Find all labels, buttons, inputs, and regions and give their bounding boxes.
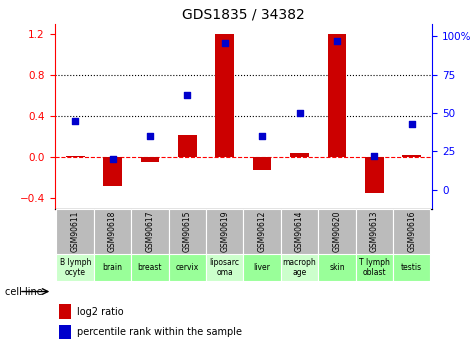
Bar <box>141 157 159 161</box>
Bar <box>206 209 243 254</box>
Bar <box>365 157 384 193</box>
Text: GSM90612: GSM90612 <box>257 210 266 252</box>
Title: GDS1835 / 34382: GDS1835 / 34382 <box>182 8 305 22</box>
Point <box>370 153 378 159</box>
Point <box>109 156 116 162</box>
Point <box>408 121 416 127</box>
Bar <box>393 254 430 281</box>
Bar <box>59 304 71 319</box>
Text: GSM90619: GSM90619 <box>220 210 229 252</box>
Bar <box>253 157 272 170</box>
Text: GSM90613: GSM90613 <box>370 210 379 252</box>
Bar <box>59 325 71 339</box>
Bar <box>103 157 122 186</box>
Text: GSM90617: GSM90617 <box>145 210 154 252</box>
Bar <box>393 209 430 254</box>
Text: T lymph
oblast: T lymph oblast <box>359 258 390 277</box>
Bar <box>57 254 94 281</box>
Bar <box>356 209 393 254</box>
Bar <box>281 209 318 254</box>
Point <box>296 110 304 116</box>
Bar <box>290 153 309 157</box>
Bar <box>169 209 206 254</box>
Point <box>71 118 79 124</box>
Text: breast: breast <box>138 263 162 272</box>
Bar <box>206 254 243 281</box>
Bar <box>243 209 281 254</box>
Text: percentile rank within the sample: percentile rank within the sample <box>77 327 242 337</box>
Text: skin: skin <box>329 263 345 272</box>
Point <box>183 92 191 97</box>
Text: liver: liver <box>254 263 271 272</box>
Bar <box>169 254 206 281</box>
Text: cell line: cell line <box>5 287 42 296</box>
Bar <box>94 254 131 281</box>
Text: GSM90614: GSM90614 <box>295 210 304 252</box>
Text: macroph
age: macroph age <box>283 258 316 277</box>
Text: GSM90620: GSM90620 <box>332 210 342 252</box>
Bar <box>131 254 169 281</box>
Point <box>333 38 341 44</box>
Text: GSM90615: GSM90615 <box>183 210 192 252</box>
Bar <box>178 135 197 157</box>
Bar <box>318 209 356 254</box>
Text: testis: testis <box>401 263 422 272</box>
Bar <box>66 156 85 157</box>
Bar <box>328 34 346 157</box>
Text: log2 ratio: log2 ratio <box>77 307 124 317</box>
Bar <box>57 209 94 254</box>
Bar <box>94 209 131 254</box>
Text: brain: brain <box>103 263 123 272</box>
Point <box>258 133 266 139</box>
Bar <box>402 155 421 157</box>
Text: liposarc
oma: liposarc oma <box>210 258 240 277</box>
Text: cervix: cervix <box>176 263 199 272</box>
Text: GSM90616: GSM90616 <box>407 210 416 252</box>
Point <box>146 133 154 139</box>
Bar <box>131 209 169 254</box>
Text: B lymph
ocyte: B lymph ocyte <box>59 258 91 277</box>
Bar <box>281 254 318 281</box>
Text: GSM90611: GSM90611 <box>71 210 80 252</box>
Bar <box>215 34 234 157</box>
Bar <box>356 254 393 281</box>
Bar <box>318 254 356 281</box>
Text: GSM90618: GSM90618 <box>108 210 117 252</box>
Point <box>221 40 228 45</box>
Bar <box>243 254 281 281</box>
